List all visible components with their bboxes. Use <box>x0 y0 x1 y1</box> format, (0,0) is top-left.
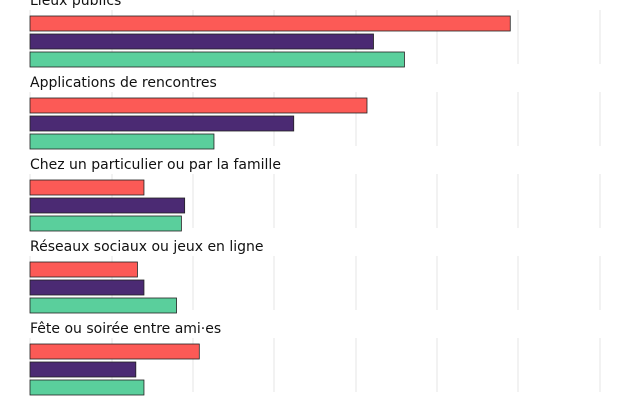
bar-series-2 <box>29 33 374 50</box>
bar-series-2 <box>29 279 145 296</box>
bar-series-2 <box>29 115 295 132</box>
bar-layer <box>29 15 511 396</box>
bar-series-3 <box>29 215 182 232</box>
bar-series-3 <box>29 51 405 68</box>
label-layer: Lieux publics Applications de rencontres C… <box>30 0 281 337</box>
bar-series-3 <box>29 297 177 314</box>
category-label: Réseaux sociaux ou jeux en ligne <box>30 239 264 255</box>
bar-series-1 <box>29 343 200 360</box>
category-label: Lieux publics <box>30 0 121 9</box>
bar-series-2 <box>29 197 186 214</box>
bar-series-1 <box>29 15 511 32</box>
bar-series-1 <box>29 97 368 114</box>
bar-series-3 <box>29 133 215 150</box>
category-label: Fête ou soirée entre ami·es <box>30 321 221 337</box>
bar-series-2 <box>29 361 137 378</box>
category-label: Applications de rencontres <box>30 75 217 91</box>
bar-series-3 <box>29 379 145 396</box>
category-label: Chez un particulier ou par la famille <box>30 157 281 173</box>
bar-series-1 <box>29 261 138 278</box>
bar-series-1 <box>29 179 145 196</box>
